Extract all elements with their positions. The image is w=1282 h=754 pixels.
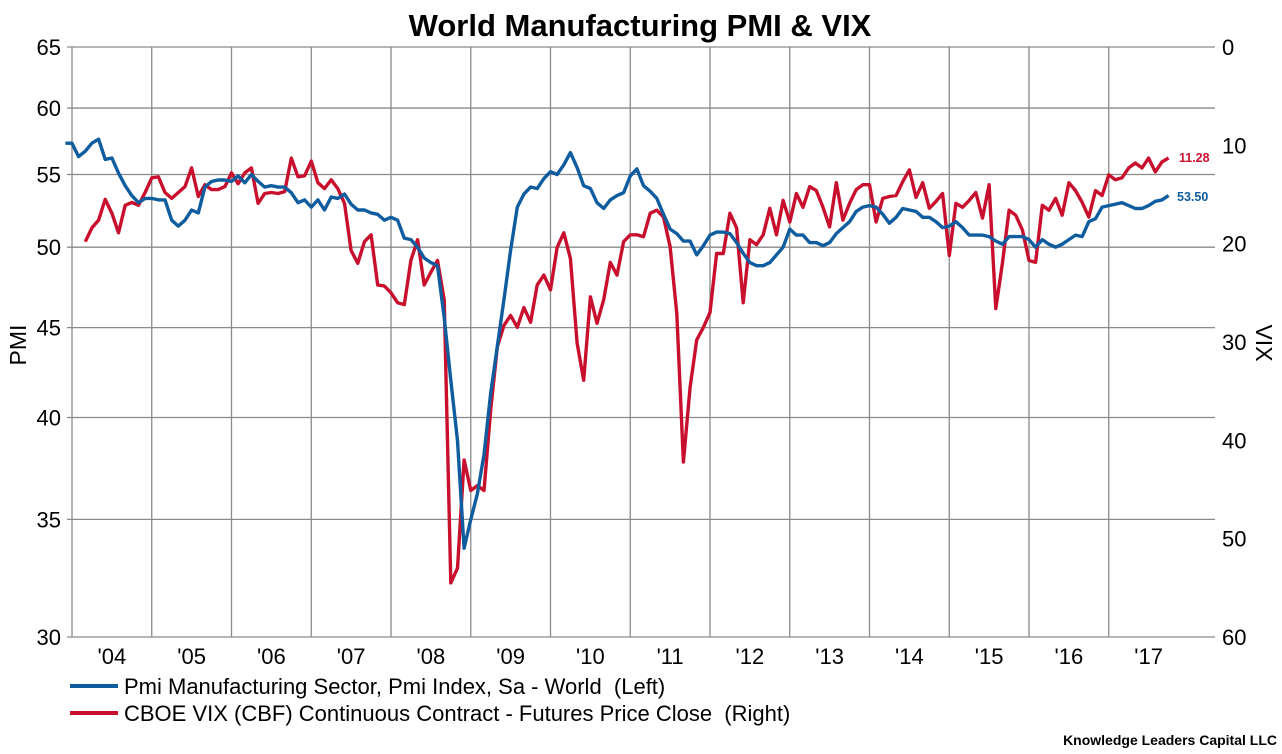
x-tick-label: '05 [177,644,206,669]
legend-label-vix: CBOE VIX (CBF) Continuous Contract - Fut… [124,701,790,726]
x-tick-label: '11 [657,644,684,669]
gridlines [67,46,1215,638]
x-tick-label: '14 [895,644,924,669]
left-axis-ticks: 30 35 40 45 50 55 60 65 [37,35,61,650]
vix-series-line [83,156,1170,585]
credit-text: Knowledge Leaders Capital LLC [1063,732,1277,748]
x-tick-label: '16 [1055,644,1084,669]
right-tick-label: 30 [1222,330,1246,355]
vix-end-label: 11.28 [1179,151,1210,165]
x-tick-label: '17 [1134,644,1163,669]
left-tick-label: 30 [37,625,61,650]
x-tick-label: '04 [98,644,127,669]
x-tick-label: '13 [815,644,844,669]
legend-label-pmi: Pmi Manufacturing Sector, Pmi Index, Sa … [124,674,665,699]
right-tick-label: 50 [1222,527,1246,552]
left-tick-label: 65 [37,35,61,60]
left-tick-label: 45 [37,316,61,341]
left-tick-label: 60 [37,96,61,121]
right-tick-label: 0 [1222,35,1234,60]
x-tick-label: '09 [496,644,525,669]
left-tick-label: 50 [37,235,61,260]
chart-title: World Manufacturing PMI & VIX [409,8,872,43]
right-tick-label: 20 [1222,232,1246,257]
x-tick-label: '08 [417,644,446,669]
series-lines [65,137,1170,585]
x-tick-label: '06 [257,644,286,669]
left-axis-title: PMI [5,325,31,366]
left-tick-label: 55 [37,162,61,187]
x-tick-label: '12 [736,644,765,669]
right-axis-title: VIX [1251,324,1277,361]
x-axis-ticks: '04 '05 '06 '07 '08 '09 '10 '11 '12 '13 '14 '15 '16 '… [98,644,1163,669]
left-tick-label: 35 [37,507,61,532]
right-tick-label: 40 [1222,428,1246,453]
right-axis-ticks: 0 10 20 30 40 50 60 [1222,35,1246,650]
x-tick-label: '15 [975,644,1004,669]
left-tick-label: 40 [37,405,61,430]
x-tick-label: '10 [576,644,605,669]
right-tick-label: 60 [1222,625,1246,650]
pmi-end-label: 53.50 [1177,190,1208,204]
right-tick-label: 10 [1222,133,1246,158]
legend: Pmi Manufacturing Sector, Pmi Index, Sa … [70,674,790,726]
x-tick-label: '07 [337,644,366,669]
pmi-series-line [65,137,1170,550]
